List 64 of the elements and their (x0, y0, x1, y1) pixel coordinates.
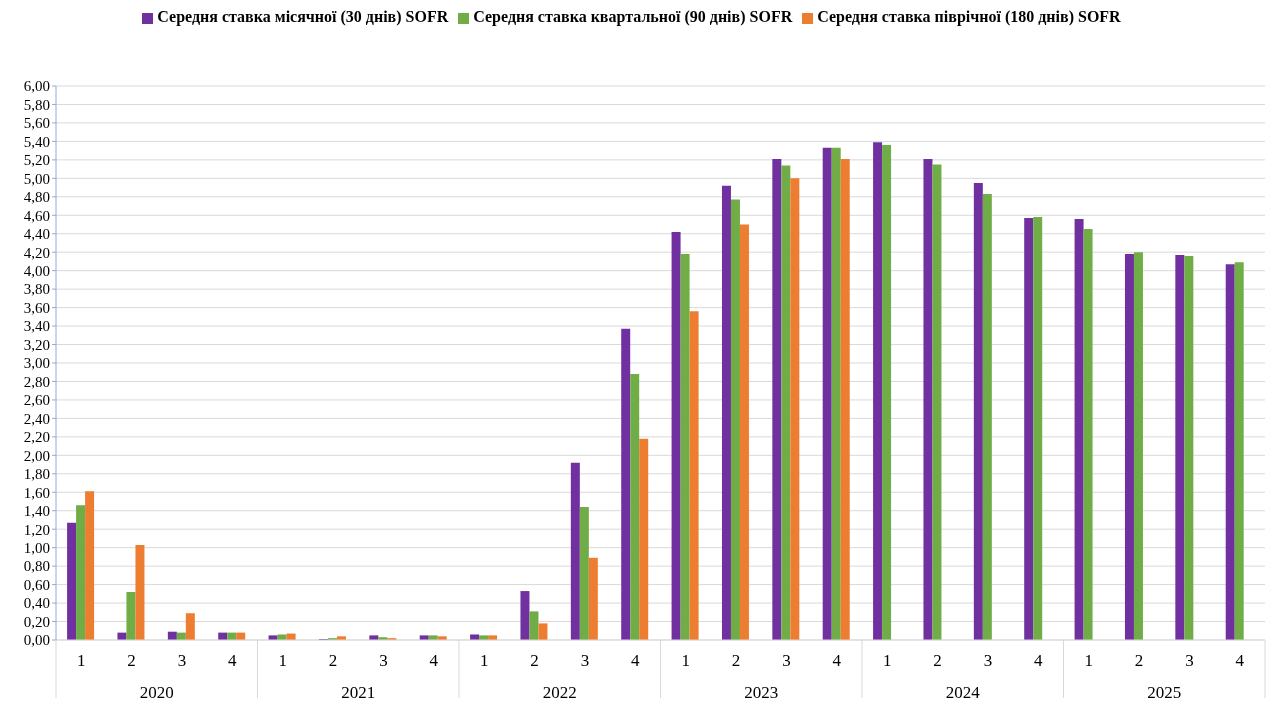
text: 2025 (1147, 683, 1182, 702)
y-tick-label: 5,20 (23, 152, 50, 169)
y-tick-label: 0,40 (23, 595, 50, 612)
x-tick-label: 1 (882, 651, 892, 670)
x-tick-label: 3 (983, 651, 993, 670)
y-tick-label: 3,40 (23, 318, 50, 335)
x-tick-label: 4 (832, 651, 842, 670)
y-tick-label: 5,80 (23, 96, 50, 113)
y-tick-label: 0,20 (23, 613, 50, 630)
y-tick-label: 4,60 (23, 207, 50, 224)
x-tick-label: 1 (76, 651, 86, 670)
x-tick-label: 4 (1235, 651, 1245, 670)
x-tick-label: 3 (379, 651, 388, 670)
x-tick-label: 3 (1185, 651, 1194, 670)
x-tick-label: 1 (1084, 651, 1093, 670)
x-tick-label: 2 (731, 651, 741, 670)
y-tick-label: 0,00 (23, 632, 50, 649)
y-tick-label: 6,00 (23, 78, 50, 95)
x-tick-label: 1 (681, 651, 690, 670)
x-tick-label: 2 (328, 651, 338, 670)
y-tick-label: 5,00 (23, 170, 50, 187)
y-tick-label: 2,40 (23, 410, 50, 427)
y-tick-label: 5,60 (23, 115, 50, 132)
legend-label: Середня ставка піврічної (180 днів) SOFR (817, 8, 1121, 25)
text: 2022 (542, 683, 577, 702)
y-tick-label: 3,00 (23, 355, 50, 372)
y-tick-label: 0,60 (23, 576, 50, 593)
y-tick-label: 3,20 (23, 336, 50, 353)
x-tick-label: 4 (228, 651, 238, 670)
y-tick-label: 4,40 (23, 226, 50, 243)
x-tick-label: 3 (782, 651, 791, 670)
y-tick-label: 2,20 (23, 429, 50, 446)
x-tick-label: 4 (429, 651, 439, 670)
y-tick-label: 2,60 (23, 392, 50, 409)
x-tick-label: 2 (530, 651, 539, 670)
legend-label: Середня ставка квартальної (90 днів) SOFR (473, 8, 793, 25)
x-tick-label: 2 (127, 651, 136, 670)
y-tick-label: 1,80 (23, 466, 50, 483)
x-tick-label: 4 (1034, 651, 1044, 670)
legend-label: Середня ставка місячної (30 днів) SOFR (157, 8, 449, 25)
text: 2023 (744, 683, 779, 702)
y-tick-label: 1,60 (23, 484, 50, 501)
x-tick-label: 2 (1134, 651, 1144, 670)
y-tick-label: 0,80 (23, 558, 50, 575)
y-tick-label: 3,60 (23, 299, 50, 316)
y-tick-label: 5,40 (23, 133, 50, 150)
x-tick-label: 4 (631, 651, 641, 670)
y-tick-label: 2,80 (23, 373, 50, 390)
x-tick-label: 1 (479, 651, 489, 670)
text: 2024 (945, 683, 981, 702)
x-tick-label: 3 (580, 651, 590, 670)
x-tick-label: 2 (933, 651, 942, 670)
x-tick-label: 1 (278, 651, 287, 670)
y-tick-label: 4,20 (23, 244, 50, 261)
y-tick-label: 1,40 (23, 503, 50, 520)
x-tick-label: 3 (177, 651, 187, 670)
text: 2020 (139, 683, 174, 702)
y-tick-label: 3,80 (23, 281, 50, 298)
y-tick-label: 4,80 (23, 189, 50, 206)
y-tick-label: 1,20 (23, 521, 50, 538)
text: 2021 (341, 683, 376, 702)
y-tick-label: 2,00 (23, 447, 50, 464)
y-tick-label: 4,00 (23, 262, 50, 279)
y-tick-label: 1,00 (23, 539, 50, 556)
